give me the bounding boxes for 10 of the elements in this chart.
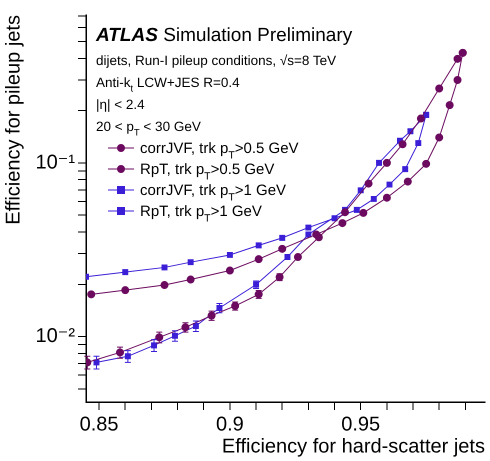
y-tick-label: 10⁻² xyxy=(36,325,76,348)
y-tick-label: 10⁻¹ xyxy=(36,151,76,174)
annotation: |η| < 2.4 xyxy=(96,97,146,112)
x-axis-title: Efficiency for hard-scatter jets xyxy=(222,436,485,458)
x-tick-label: 0.85 xyxy=(80,414,119,436)
x-tick-label: 0.9 xyxy=(216,414,244,436)
text: ATLAS Simulation Preliminary xyxy=(95,25,353,46)
x-tick-label: 0.95 xyxy=(341,414,380,436)
annotation: dijets, Run-I pileup conditions, √s=8 TeV xyxy=(96,53,336,68)
y-axis-title: Efficiency for pileup jets xyxy=(2,15,25,225)
